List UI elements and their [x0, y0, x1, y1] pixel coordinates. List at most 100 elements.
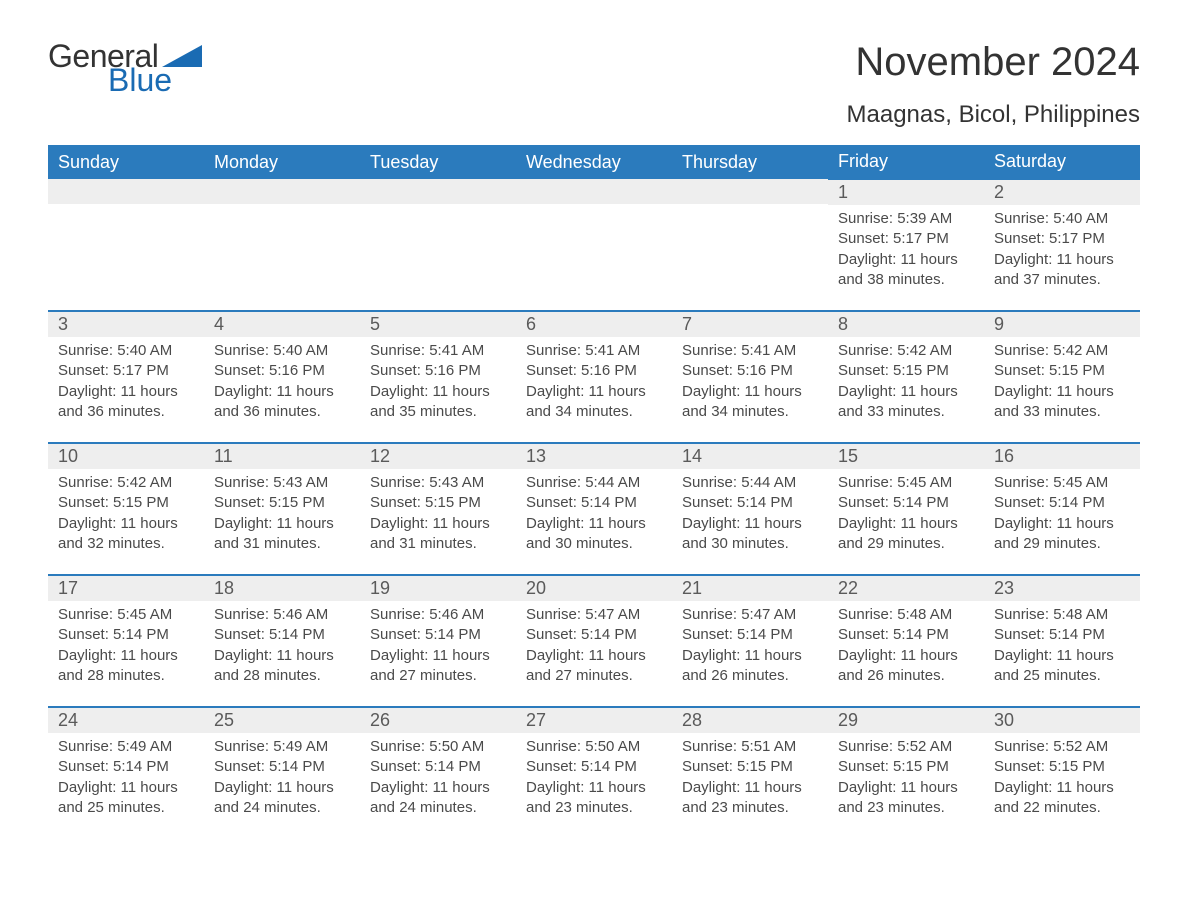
sunset-line: Sunset: 5:15 PM [838, 757, 974, 777]
sunrise-line: Sunrise: 5:49 AM [58, 737, 194, 757]
day-number: 25 [204, 708, 360, 733]
day-number: 8 [828, 312, 984, 337]
day-number: 9 [984, 312, 1140, 337]
col-sunday: Sunday [48, 145, 204, 179]
daylight-line: Daylight: 11 hours and 30 minutes. [526, 514, 662, 555]
day-details: Sunrise: 5:44 AMSunset: 5:14 PMDaylight:… [516, 469, 672, 562]
sunset-line: Sunset: 5:15 PM [994, 757, 1130, 777]
day-details: Sunrise: 5:52 AMSunset: 5:15 PMDaylight:… [984, 733, 1140, 826]
calendar-cell: 13Sunrise: 5:44 AMSunset: 5:14 PMDayligh… [516, 443, 672, 575]
day-number: 26 [360, 708, 516, 733]
day-details: Sunrise: 5:40 AMSunset: 5:17 PMDaylight:… [984, 205, 1140, 298]
daylight-line: Daylight: 11 hours and 30 minutes. [682, 514, 818, 555]
day-number: 7 [672, 312, 828, 337]
daylight-line: Daylight: 11 hours and 33 minutes. [994, 382, 1130, 423]
daylight-line: Daylight: 11 hours and 34 minutes. [526, 382, 662, 423]
daylight-line: Daylight: 11 hours and 25 minutes. [58, 778, 194, 819]
col-saturday: Saturday [984, 145, 1140, 179]
logo: General Blue [48, 40, 202, 96]
sunrise-line: Sunrise: 5:47 AM [682, 605, 818, 625]
day-number: 2 [984, 180, 1140, 205]
day-number: 6 [516, 312, 672, 337]
sunset-line: Sunset: 5:15 PM [994, 361, 1130, 381]
calendar-cell: 23Sunrise: 5:48 AMSunset: 5:14 PMDayligh… [984, 575, 1140, 707]
sunrise-line: Sunrise: 5:47 AM [526, 605, 662, 625]
day-number: 5 [360, 312, 516, 337]
calendar-cell: 6Sunrise: 5:41 AMSunset: 5:16 PMDaylight… [516, 311, 672, 443]
sunset-line: Sunset: 5:14 PM [526, 625, 662, 645]
header: General Blue November 2024 Maagnas, Bico… [48, 40, 1140, 139]
sunrise-line: Sunrise: 5:46 AM [370, 605, 506, 625]
calendar-week: 24Sunrise: 5:49 AMSunset: 5:14 PMDayligh… [48, 707, 1140, 839]
day-number: 22 [828, 576, 984, 601]
sunrise-line: Sunrise: 5:40 AM [994, 209, 1130, 229]
calendar-cell: 22Sunrise: 5:48 AMSunset: 5:14 PMDayligh… [828, 575, 984, 707]
calendar-cell: 11Sunrise: 5:43 AMSunset: 5:15 PMDayligh… [204, 443, 360, 575]
sunset-line: Sunset: 5:14 PM [994, 625, 1130, 645]
calendar-week: 10Sunrise: 5:42 AMSunset: 5:15 PMDayligh… [48, 443, 1140, 575]
day-details: Sunrise: 5:45 AMSunset: 5:14 PMDaylight:… [48, 601, 204, 694]
day-number: 10 [48, 444, 204, 469]
day-details: Sunrise: 5:46 AMSunset: 5:14 PMDaylight:… [204, 601, 360, 694]
calendar-cell [672, 179, 828, 311]
logo-text-blue: Blue [108, 64, 202, 96]
calendar-week: 3Sunrise: 5:40 AMSunset: 5:17 PMDaylight… [48, 311, 1140, 443]
calendar-cell [48, 179, 204, 311]
calendar-cell: 3Sunrise: 5:40 AMSunset: 5:17 PMDaylight… [48, 311, 204, 443]
day-number: 13 [516, 444, 672, 469]
calendar-cell: 20Sunrise: 5:47 AMSunset: 5:14 PMDayligh… [516, 575, 672, 707]
daylight-line: Daylight: 11 hours and 36 minutes. [214, 382, 350, 423]
day-details: Sunrise: 5:45 AMSunset: 5:14 PMDaylight:… [984, 469, 1140, 562]
daylight-line: Daylight: 11 hours and 26 minutes. [838, 646, 974, 687]
day-details: Sunrise: 5:40 AMSunset: 5:17 PMDaylight:… [48, 337, 204, 430]
day-number: 24 [48, 708, 204, 733]
daylight-line: Daylight: 11 hours and 25 minutes. [994, 646, 1130, 687]
sunset-line: Sunset: 5:15 PM [58, 493, 194, 513]
sunrise-line: Sunrise: 5:44 AM [682, 473, 818, 493]
col-tuesday: Tuesday [360, 145, 516, 179]
daylight-line: Daylight: 11 hours and 31 minutes. [370, 514, 506, 555]
calendar-header-row: Sunday Monday Tuesday Wednesday Thursday… [48, 145, 1140, 179]
day-number: 29 [828, 708, 984, 733]
day-number: 16 [984, 444, 1140, 469]
daylight-line: Daylight: 11 hours and 23 minutes. [838, 778, 974, 819]
day-details: Sunrise: 5:49 AMSunset: 5:14 PMDaylight:… [204, 733, 360, 826]
daylight-line: Daylight: 11 hours and 37 minutes. [994, 250, 1130, 291]
calendar-week: 17Sunrise: 5:45 AMSunset: 5:14 PMDayligh… [48, 575, 1140, 707]
daylight-line: Daylight: 11 hours and 28 minutes. [214, 646, 350, 687]
calendar-cell: 21Sunrise: 5:47 AMSunset: 5:14 PMDayligh… [672, 575, 828, 707]
sunset-line: Sunset: 5:17 PM [58, 361, 194, 381]
day-number: 11 [204, 444, 360, 469]
day-details: Sunrise: 5:40 AMSunset: 5:16 PMDaylight:… [204, 337, 360, 430]
calendar-cell: 2Sunrise: 5:40 AMSunset: 5:17 PMDaylight… [984, 179, 1140, 311]
daylight-line: Daylight: 11 hours and 27 minutes. [526, 646, 662, 687]
sunset-line: Sunset: 5:15 PM [214, 493, 350, 513]
calendar-cell: 24Sunrise: 5:49 AMSunset: 5:14 PMDayligh… [48, 707, 204, 839]
calendar-cell: 14Sunrise: 5:44 AMSunset: 5:14 PMDayligh… [672, 443, 828, 575]
day-details: Sunrise: 5:48 AMSunset: 5:14 PMDaylight:… [984, 601, 1140, 694]
day-number: 21 [672, 576, 828, 601]
daylight-line: Daylight: 11 hours and 23 minutes. [526, 778, 662, 819]
calendar-cell: 12Sunrise: 5:43 AMSunset: 5:15 PMDayligh… [360, 443, 516, 575]
day-details: Sunrise: 5:41 AMSunset: 5:16 PMDaylight:… [360, 337, 516, 430]
daylight-line: Daylight: 11 hours and 23 minutes. [682, 778, 818, 819]
day-number: 3 [48, 312, 204, 337]
sunrise-line: Sunrise: 5:43 AM [370, 473, 506, 493]
sunrise-line: Sunrise: 5:50 AM [370, 737, 506, 757]
calendar-cell: 1Sunrise: 5:39 AMSunset: 5:17 PMDaylight… [828, 179, 984, 311]
day-details: Sunrise: 5:42 AMSunset: 5:15 PMDaylight:… [48, 469, 204, 562]
calendar-cell: 15Sunrise: 5:45 AMSunset: 5:14 PMDayligh… [828, 443, 984, 575]
sunrise-line: Sunrise: 5:42 AM [838, 341, 974, 361]
calendar-cell: 5Sunrise: 5:41 AMSunset: 5:16 PMDaylight… [360, 311, 516, 443]
sunset-line: Sunset: 5:15 PM [682, 757, 818, 777]
day-details: Sunrise: 5:52 AMSunset: 5:15 PMDaylight:… [828, 733, 984, 826]
sunset-line: Sunset: 5:14 PM [526, 493, 662, 513]
day-details: Sunrise: 5:43 AMSunset: 5:15 PMDaylight:… [360, 469, 516, 562]
day-number: 17 [48, 576, 204, 601]
calendar-week: 1Sunrise: 5:39 AMSunset: 5:17 PMDaylight… [48, 179, 1140, 311]
sunset-line: Sunset: 5:14 PM [214, 625, 350, 645]
daylight-line: Daylight: 11 hours and 24 minutes. [370, 778, 506, 819]
day-number: 28 [672, 708, 828, 733]
daylight-line: Daylight: 11 hours and 36 minutes. [58, 382, 194, 423]
day-details: Sunrise: 5:44 AMSunset: 5:14 PMDaylight:… [672, 469, 828, 562]
